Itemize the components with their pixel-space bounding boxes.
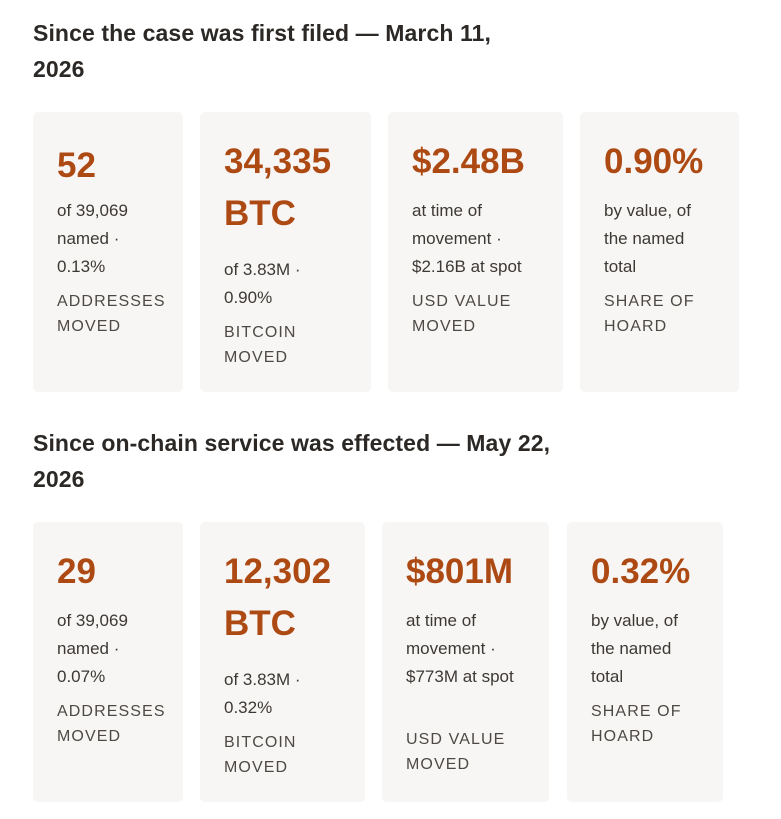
stat-detail: of 3.83M · 0.90% (224, 260, 301, 307)
stat-detail: at time of movement · $773M at spot (406, 611, 514, 686)
section-heading-case-filed: Since the case was first filed — March 1… (33, 20, 492, 82)
stat-detail: of 39,069 named · 0.13% (57, 201, 128, 276)
stat-card-share-of-hoard: 0.32% by value, of the named total SHARE… (567, 522, 723, 802)
stat-card-share-of-hoard: 0.90% by value, of the named total SHARE… (580, 112, 739, 392)
stat-label: ADDRESSES MOVED (57, 703, 166, 745)
stat-value: 0.32% (591, 552, 691, 591)
stat-label: SHARE OF HOARD (604, 293, 695, 335)
section-heading-service-effected: Since on-chain service was effected — Ma… (33, 430, 551, 492)
stat-value: $2.48B (412, 142, 525, 181)
stat-detail: of 39,069 named · 0.07% (57, 611, 128, 686)
stat-label: BITCOIN MOVED (224, 734, 297, 776)
stat-card-bitcoin-moved: 34,335 BTC of 3.83M · 0.90% BITCOIN MOVE… (200, 112, 371, 392)
stat-label: USD VALUE MOVED (412, 293, 512, 335)
stat-value: $801M (406, 552, 514, 591)
stat-label: SHARE OF HOARD (591, 703, 682, 745)
stat-value: 0.90% (604, 142, 704, 181)
stat-value: 34,335 BTC (224, 142, 332, 233)
stat-value: 12,302 BTC (224, 552, 332, 643)
stat-value: 29 (57, 552, 96, 591)
stat-label: USD VALUE MOVED (406, 731, 506, 773)
stat-card-addresses-moved: 29 of 39,069 named · 0.07% ADDRESSES MOV… (33, 522, 183, 802)
stat-card-usd-value-moved: $801M at time of movement · $773M at spo… (382, 522, 549, 802)
stat-value: 52 (57, 146, 96, 185)
stat-detail: at time of movement · $2.16B at spot (412, 201, 522, 276)
stat-label: ADDRESSES MOVED (57, 293, 166, 335)
stat-card-bitcoin-moved: 12,302 BTC of 3.83M · 0.32% BITCOIN MOVE… (200, 522, 365, 802)
stat-detail: of 3.83M · 0.32% (224, 670, 301, 717)
stat-card-addresses-moved: 52 of 39,069 named · 0.13% ADDRESSES MOV… (33, 112, 183, 392)
stat-detail: by value, of the named total (591, 611, 678, 686)
stat-label: BITCOIN MOVED (224, 324, 297, 366)
stat-detail: by value, of the named total (604, 201, 691, 276)
stat-card-usd-value-moved: $2.48B at time of movement · $2.16B at s… (388, 112, 563, 392)
